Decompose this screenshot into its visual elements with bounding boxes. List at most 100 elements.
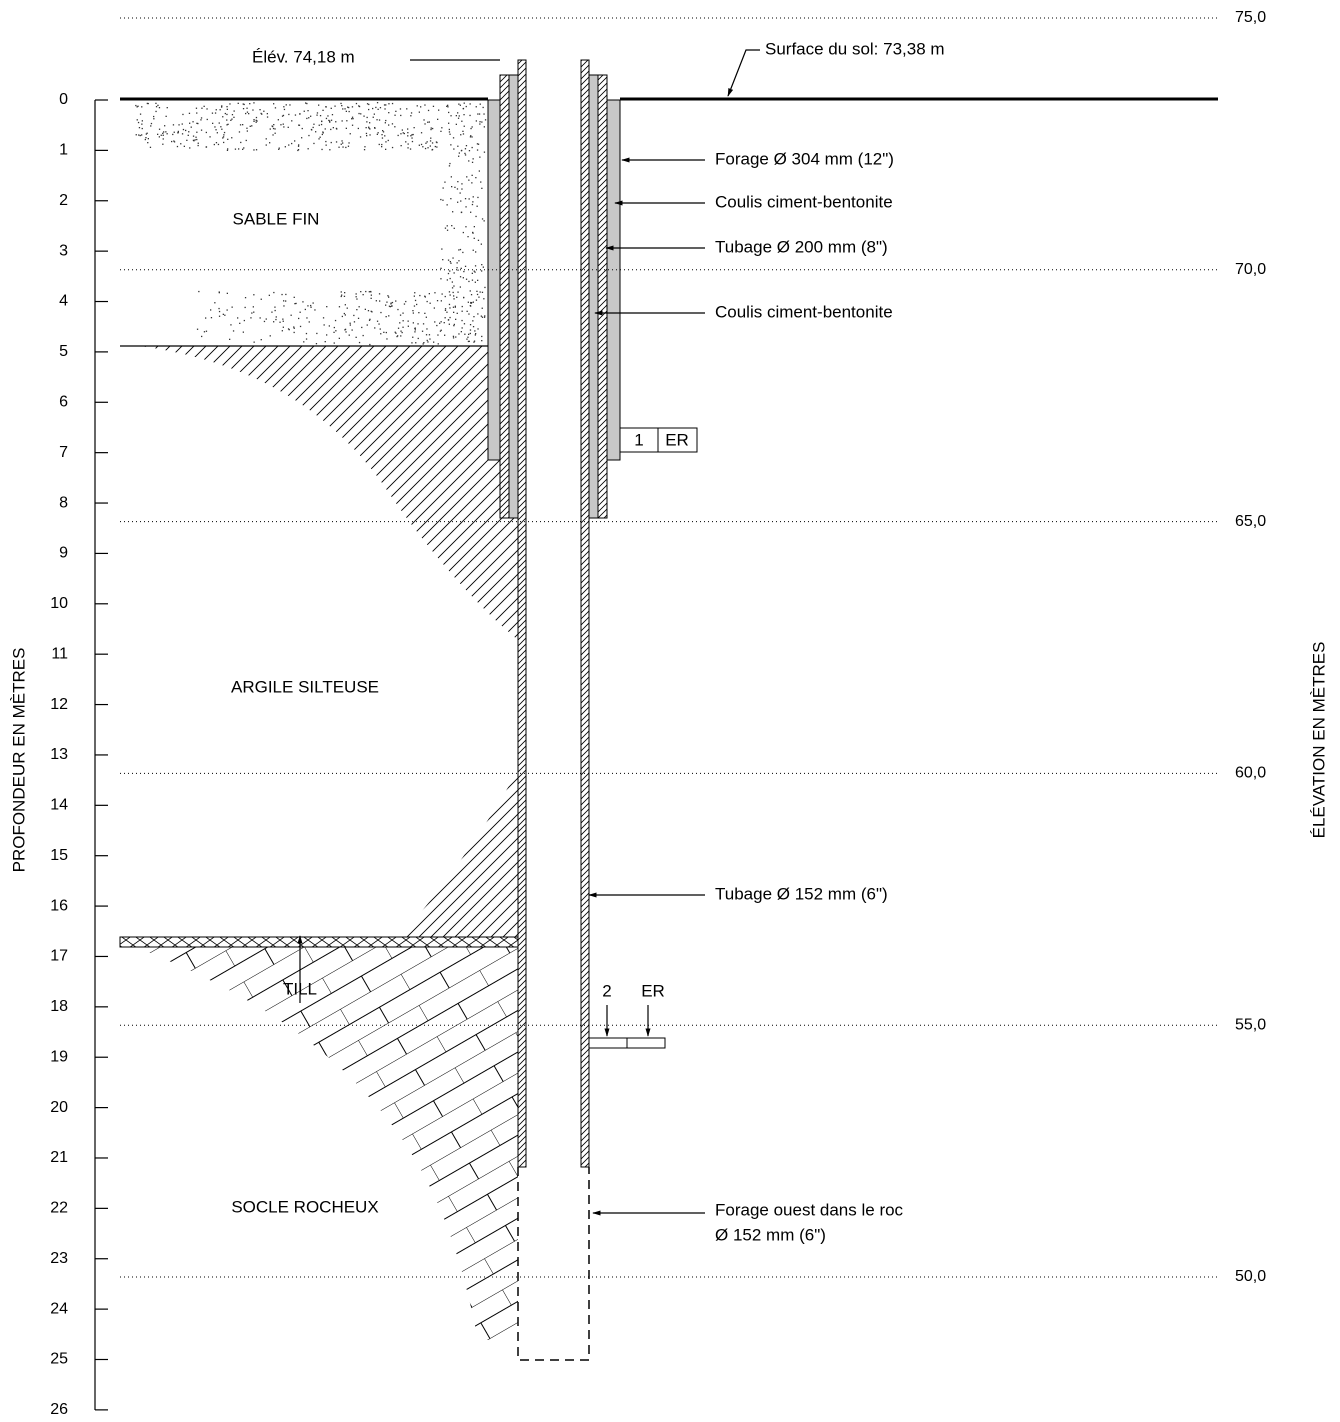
sand-dot [188,112,191,114]
sand-dot [475,299,478,301]
sand-dot [449,133,451,135]
sand-dot [424,147,427,150]
sand-dot [238,148,240,150]
sand-dot [172,124,175,126]
sand-dot [457,269,459,271]
sand-dot [448,122,450,124]
sand-dot [363,115,365,117]
sand-dot [180,143,182,145]
sand-dot [460,267,462,269]
sand-dot [471,279,474,281]
sand-dot [352,118,354,120]
sand-dot [473,270,475,272]
sand-dot [341,315,343,318]
sand-dot [383,331,385,333]
sand-dot [226,106,228,108]
sand-dot [366,103,369,105]
sand-dot [321,133,323,136]
sand-dot [305,332,308,335]
sand-dot [453,272,455,274]
sand-dot [462,133,465,135]
sand-dot [457,112,459,114]
sand-dot [222,313,224,315]
sand-dot [382,131,385,133]
sand-dot [411,342,413,344]
sand-dot [335,141,338,143]
sand-dot [338,146,340,148]
sand-dot [146,132,148,134]
sand-dot [344,329,346,331]
sand-dot [470,135,472,137]
sand-dot [407,128,409,130]
sand-dot [422,323,425,325]
sand-dot [333,342,335,344]
sand-dot [381,146,383,148]
sand-dot [227,148,229,150]
sand-dot [173,140,175,142]
sand-dot [375,106,377,109]
sand-dot [411,140,414,143]
sand-dot [260,112,262,115]
sand-dot [444,295,446,298]
sand-dot [477,239,480,241]
sand-dot [147,138,149,140]
sand-dot [442,187,444,189]
sand-dot [263,110,265,112]
sand-dot [424,295,426,297]
sand-dot [436,141,438,144]
sand-dot [316,112,319,114]
depth-tick-label: 12 [50,696,68,713]
sand-dot [478,170,480,172]
sand-dot [318,104,320,106]
sand-dot [433,307,435,309]
sand-dot [402,326,404,328]
sand-dot [349,133,351,135]
sand-dot [192,135,195,137]
sand-dot [340,143,342,145]
sand-dot [164,125,166,127]
sand-dot [348,142,350,144]
borehole-grout [487,99,501,461]
sand-dot [448,131,451,133]
sand-dot [336,128,338,130]
sand-dot [397,327,400,329]
sand-dot [450,262,452,264]
sand-dot [318,124,320,126]
sand-dot [479,291,481,293]
sand-dot [397,134,399,137]
sand-dot [246,127,248,129]
sand-dot [459,248,462,251]
sand-dot [459,286,461,288]
sand-dot [456,296,458,298]
sand-dot [481,340,483,342]
elevation-tick-label: 50,0 [1235,1268,1266,1285]
callout: Forage ouest dans le roc [715,1200,904,1219]
sand-dot [475,120,477,122]
sand-dot [453,298,455,300]
sand-dot [412,312,414,314]
sand-dot [452,211,454,213]
sand-dot [230,324,232,326]
sand-dot [355,102,358,105]
sand-dot [366,121,368,123]
sand-dot [287,126,289,128]
sand-dot [237,102,239,104]
sand-dot [400,114,402,117]
sand-dot [385,104,387,106]
casing-152 [517,59,527,1168]
sand-dot [481,187,483,189]
sand-dot [369,343,371,346]
instrument-type: ER [641,981,665,1000]
sand-dot [385,304,387,306]
sand-dot [365,132,368,135]
sand-dot [449,261,451,263]
sand-dot [141,134,143,136]
sand-dot [410,135,412,137]
depth-tick-label: 1 [59,142,68,159]
sand-dot [135,134,137,136]
sand-dot [196,328,199,330]
elevation-axis-title: ÉLÉVATION EN MÈTRES [1309,642,1328,839]
sand-dot [298,144,300,146]
sand-dot [243,147,245,149]
sand-dot [476,205,478,207]
